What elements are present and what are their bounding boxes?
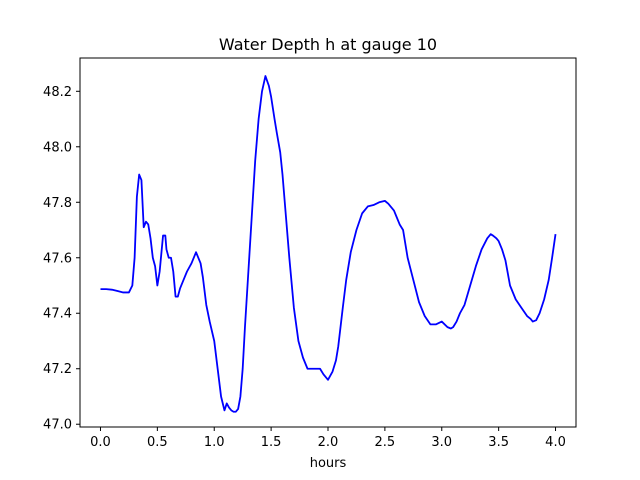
x-tick-label: 1.5	[261, 435, 282, 450]
plot-area	[100, 75, 557, 413]
x-tick-label: 1.0	[204, 435, 225, 450]
y-tick-label: 47.2	[43, 362, 72, 377]
x-axis-label: hours	[310, 456, 347, 471]
x-tick-label: 2.5	[375, 435, 396, 450]
axes-frame	[79, 57, 577, 428]
y-tick-label: 47.8	[43, 196, 72, 211]
y-tick-label: 48.2	[43, 85, 72, 100]
x-tick-label: 2.0	[318, 435, 339, 450]
y-tick-label: 48.0	[43, 140, 72, 155]
x-tick-label: 3.5	[488, 435, 509, 450]
y-axis: 47.0 47.2 47.4 47.6 47.8 48.0 48.2	[43, 85, 80, 433]
x-tick-label: 0.0	[90, 435, 111, 450]
y-tick-label: 47.4	[43, 307, 72, 322]
x-axis: 0.0 0.5 1.0 1.5 2.0 2.5 3.0 3.5 4.0	[90, 427, 566, 450]
x-tick-label: 0.5	[147, 435, 168, 450]
y-tick-label: 47.6	[43, 251, 72, 266]
y-tick-label: 47.0	[43, 418, 72, 433]
x-tick-label: 3.0	[431, 435, 452, 450]
x-tick-label: 4.0	[545, 435, 566, 450]
series-line-0	[100, 75, 557, 413]
chart-title: Water Depth h at gauge 10	[219, 35, 437, 54]
